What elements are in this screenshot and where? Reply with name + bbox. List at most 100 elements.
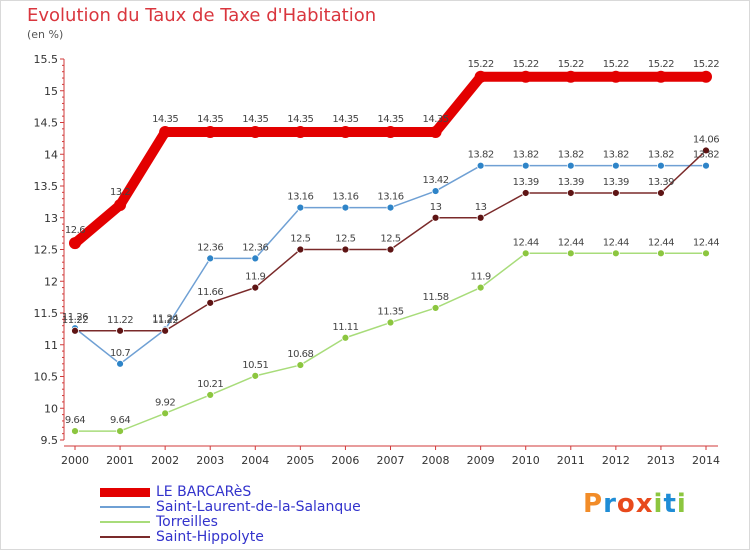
data-label: 14.35 bbox=[423, 114, 449, 125]
x-tick-label: 2014 bbox=[692, 454, 720, 467]
data-point bbox=[251, 283, 260, 292]
data-point bbox=[386, 318, 395, 327]
data-label: 14.06 bbox=[693, 134, 719, 145]
data-label: 15.22 bbox=[648, 59, 674, 70]
data-label: 12.36 bbox=[242, 242, 268, 253]
y-tick-label: 13.5 bbox=[34, 180, 59, 193]
legend-swatch bbox=[100, 536, 150, 538]
x-tick-label: 2006 bbox=[331, 454, 359, 467]
data-point bbox=[611, 249, 620, 258]
x-tick-label: 2010 bbox=[512, 454, 540, 467]
data-point bbox=[384, 126, 397, 139]
data-point bbox=[611, 161, 620, 170]
x-tick-label: 2013 bbox=[647, 454, 675, 467]
data-label: 11.22 bbox=[152, 315, 178, 326]
data-label: 9.92 bbox=[155, 397, 175, 408]
data-point bbox=[657, 161, 665, 170]
data-point bbox=[341, 333, 350, 342]
data-label: 15.22 bbox=[603, 59, 629, 70]
data-point bbox=[519, 70, 532, 83]
data-point bbox=[657, 189, 665, 197]
data-point bbox=[657, 249, 665, 258]
data-label: 11.35 bbox=[377, 307, 403, 318]
data-point bbox=[476, 213, 485, 222]
legend-label: Saint-Laurent-de-la-Salanque bbox=[156, 499, 361, 515]
data-point bbox=[429, 126, 442, 139]
data-label: 13.82 bbox=[648, 150, 674, 161]
x-tick-label: 2000 bbox=[61, 454, 89, 467]
x-tick-label: 2003 bbox=[196, 454, 224, 467]
data-label: 13.16 bbox=[332, 192, 358, 203]
data-point bbox=[206, 391, 215, 399]
legend-swatch bbox=[100, 506, 150, 508]
data-point bbox=[114, 199, 127, 212]
data-point bbox=[521, 189, 530, 197]
data-point bbox=[69, 237, 81, 250]
data-label: 11.22 bbox=[62, 315, 88, 326]
chart-axes: 9.5 10 10.5 11 11.5 12 12.5 13 13.5 14 14.5 15 15.5 2… bbox=[34, 53, 721, 467]
data-point bbox=[116, 359, 124, 368]
data-label: 9.64 bbox=[65, 415, 85, 426]
data-point bbox=[611, 189, 620, 197]
data-point bbox=[161, 409, 170, 418]
data-label: 15.22 bbox=[558, 59, 584, 70]
y-tick-label: 12 bbox=[44, 275, 58, 288]
data-label: 13.2 bbox=[110, 187, 130, 198]
data-label: 13 bbox=[475, 202, 487, 213]
y-tick-label: 12.5 bbox=[34, 244, 59, 257]
data-point bbox=[296, 361, 305, 369]
data-labels: 12.6 13.2 14.35 14.35 14.35 14.35 14.35 14.35 14… bbox=[62, 59, 720, 426]
data-label: 14.35 bbox=[242, 114, 268, 125]
y-tick-label: 11 bbox=[44, 339, 58, 352]
data-point bbox=[204, 126, 217, 139]
data-label: 10.21 bbox=[197, 379, 223, 390]
x-tick-label: 2011 bbox=[557, 454, 585, 467]
data-label: 13.42 bbox=[423, 175, 449, 186]
data-point bbox=[566, 161, 575, 170]
data-label: 12.5 bbox=[290, 234, 310, 245]
x-tick-label: 2005 bbox=[286, 454, 314, 467]
y-tick-label: 13 bbox=[44, 212, 58, 225]
data-label: 13.39 bbox=[558, 177, 584, 188]
y-tick-label: 14 bbox=[44, 148, 58, 161]
data-point bbox=[476, 283, 485, 292]
data-label: 11.22 bbox=[107, 315, 133, 326]
data-point bbox=[339, 126, 352, 139]
data-point bbox=[341, 203, 350, 212]
data-label: 12.5 bbox=[380, 234, 400, 245]
legend-label: LE BARCARèS bbox=[156, 484, 252, 500]
data-point bbox=[700, 70, 712, 83]
x-tick-label: 2004 bbox=[241, 454, 269, 467]
data-point bbox=[206, 254, 215, 263]
data-label: 15.22 bbox=[513, 59, 539, 70]
data-point bbox=[702, 161, 710, 170]
y-tick-label: 9.5 bbox=[41, 434, 59, 447]
data-label: 11.11 bbox=[332, 322, 358, 333]
data-label: 11.58 bbox=[423, 292, 449, 303]
data-label: 13.16 bbox=[287, 192, 313, 203]
data-point bbox=[521, 249, 530, 258]
data-label: 12.44 bbox=[558, 237, 584, 248]
data-point bbox=[71, 427, 79, 436]
data-point bbox=[431, 304, 440, 312]
y-tick-label: 15 bbox=[44, 85, 58, 98]
data-point bbox=[566, 189, 575, 197]
legend-swatch bbox=[100, 488, 150, 497]
data-point bbox=[431, 187, 440, 195]
legend-label: Torreilles bbox=[156, 514, 218, 530]
x-tick-label: 2007 bbox=[377, 454, 405, 467]
data-point bbox=[654, 70, 667, 83]
x-tick-label: 2008 bbox=[422, 454, 450, 467]
data-point bbox=[296, 245, 305, 254]
data-label: 14.35 bbox=[152, 114, 178, 125]
data-point bbox=[159, 126, 172, 139]
data-label: 13.39 bbox=[648, 177, 674, 188]
data-point bbox=[71, 326, 79, 335]
data-label: 13.82 bbox=[468, 150, 494, 161]
data-label: 14.35 bbox=[197, 114, 223, 125]
data-label: 13.39 bbox=[513, 177, 539, 188]
chart-title: Evolution du Taux de Taxe d'Habitation bbox=[27, 5, 377, 26]
y-tick-label: 10 bbox=[44, 402, 58, 415]
data-label: 12.5 bbox=[335, 234, 355, 245]
